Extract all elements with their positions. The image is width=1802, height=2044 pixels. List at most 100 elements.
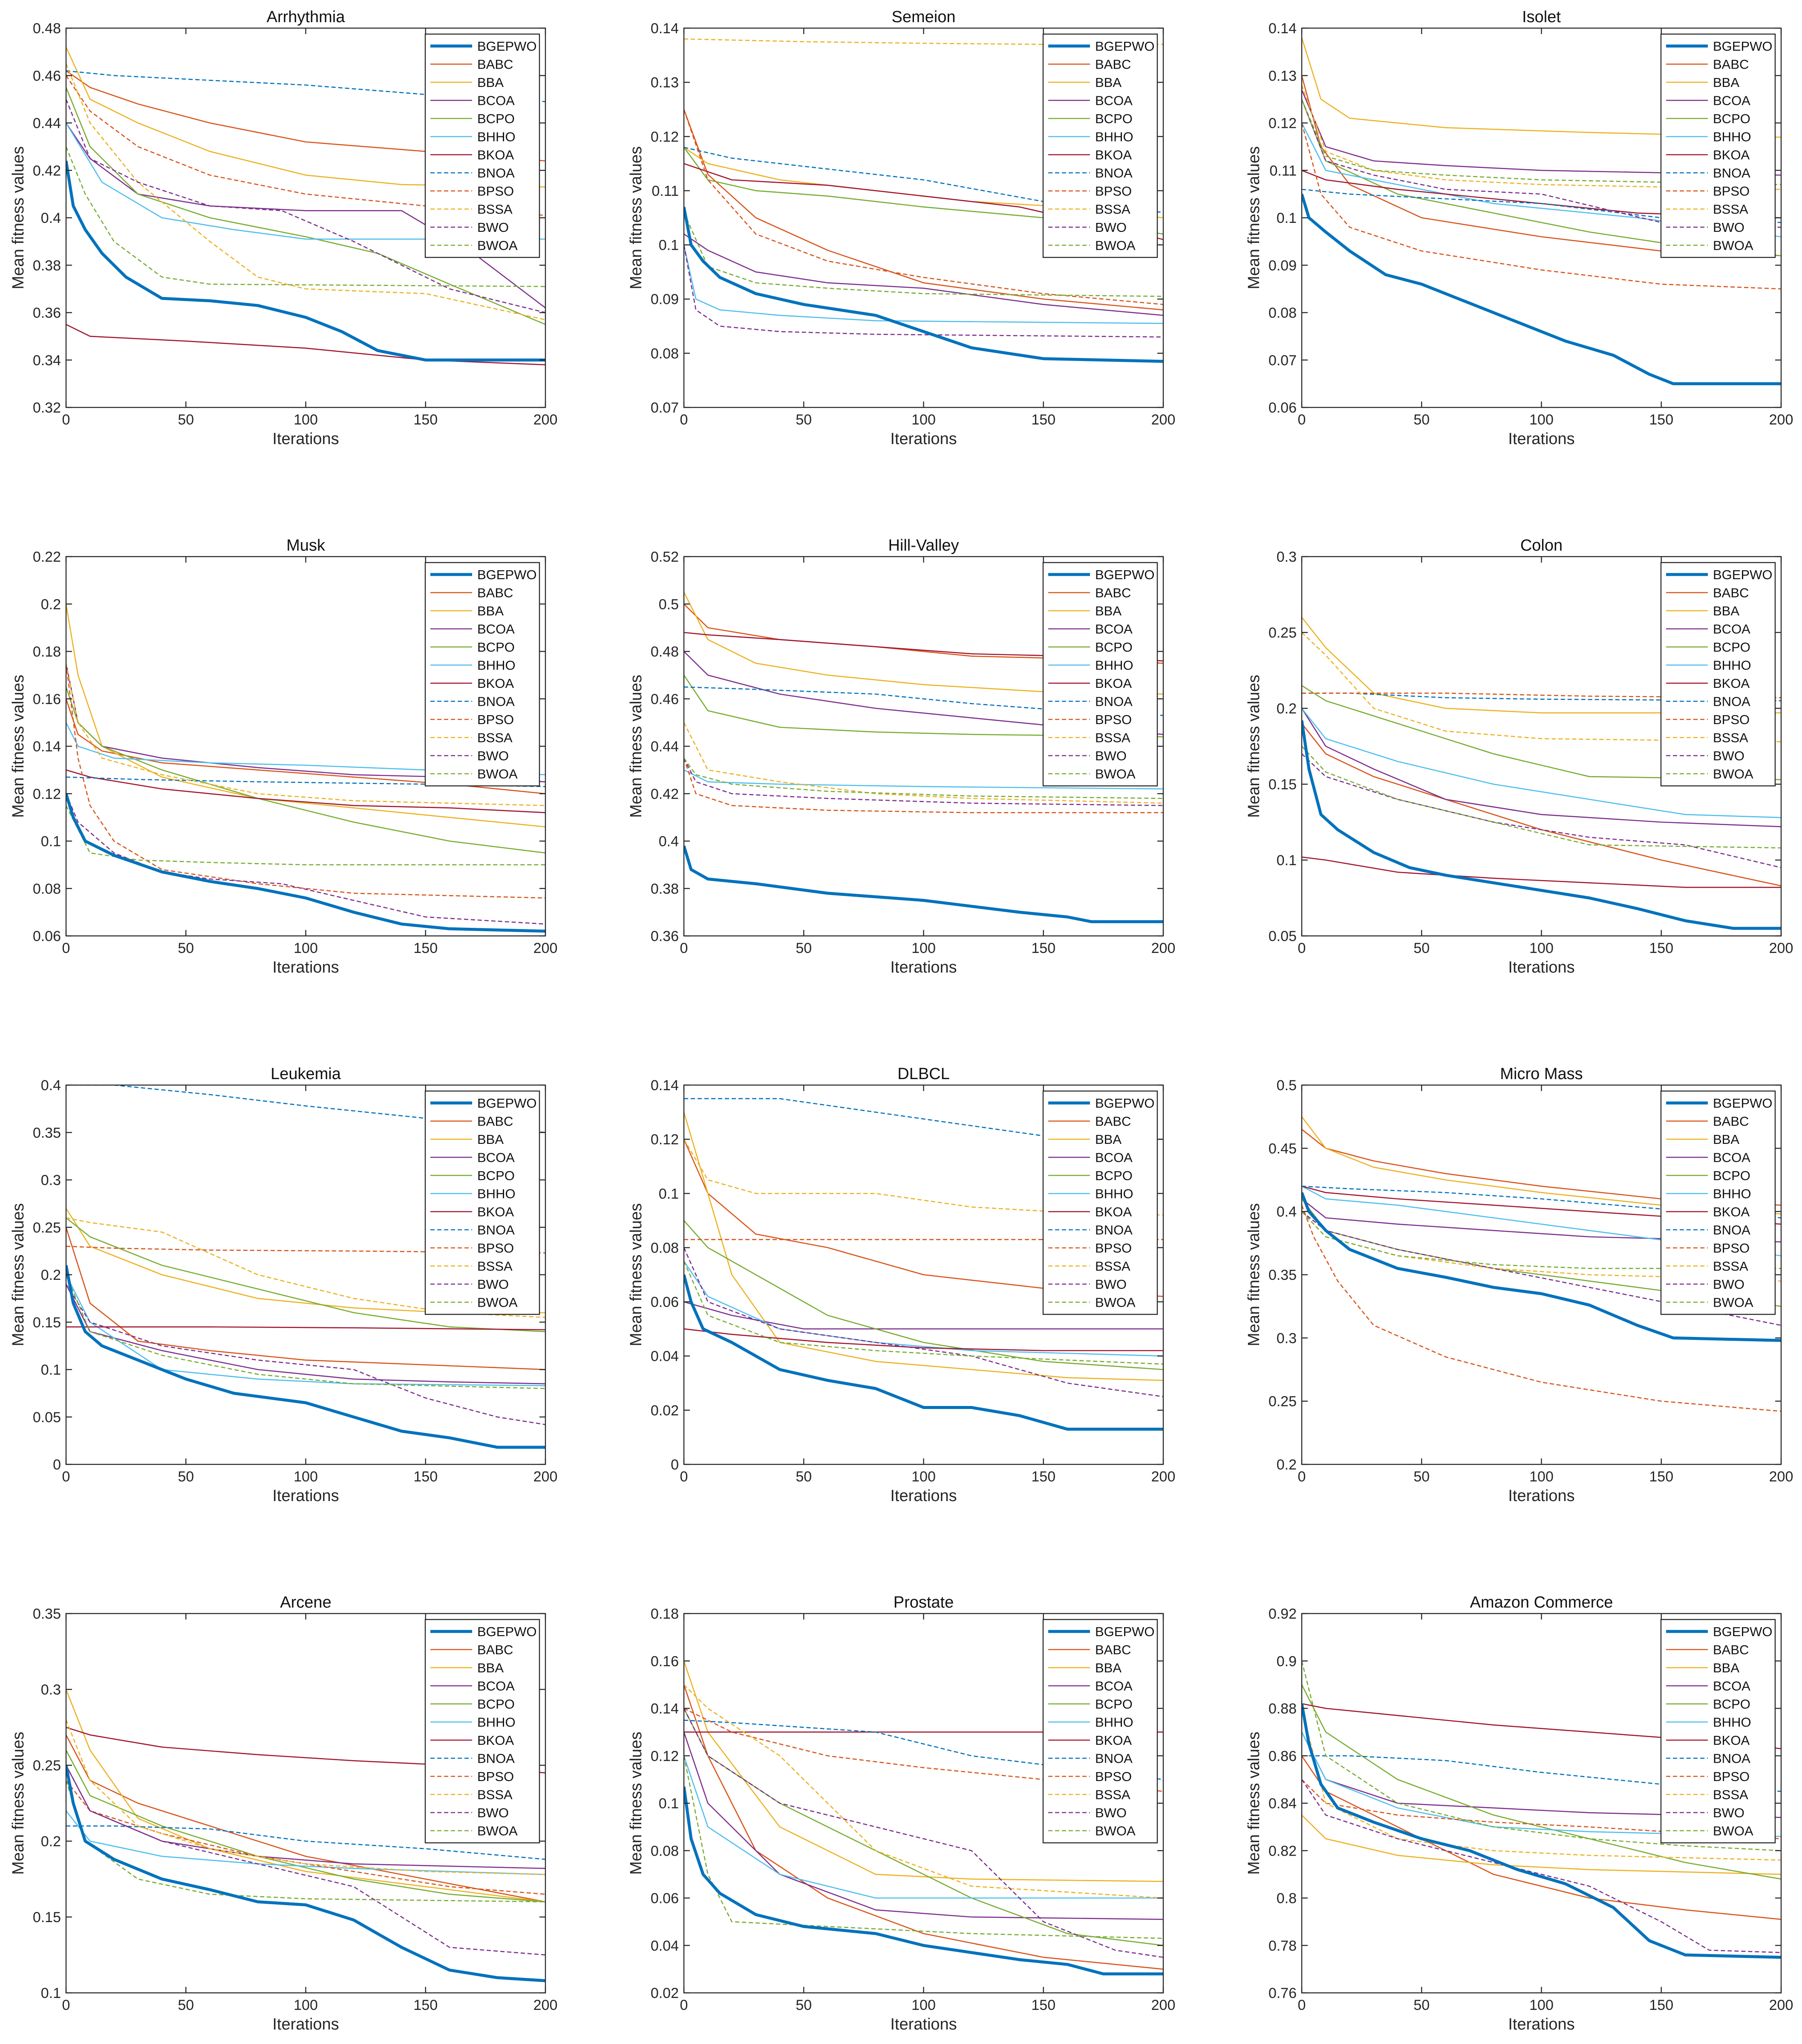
legend-label-bpso: BPSO: [477, 1769, 514, 1784]
y-tick-label: 0.78: [1269, 1938, 1297, 1954]
series-line-bhho: [684, 769, 1163, 790]
legend-label-bpso: BPSO: [477, 712, 514, 727]
y-tick-label: 0.04: [651, 1938, 679, 1954]
legend: BGEPWO BABC BBA BCOA BCPO BHHO BKOA BNOA BPSO BSS…: [1660, 33, 1776, 258]
x-tick-label: 200: [1151, 1997, 1176, 2013]
x-tick-label: 100: [911, 412, 936, 428]
y-tick-label: 0.45: [1269, 1140, 1297, 1157]
chart-isolet: Isolet 0 50 100 150 200 0.06 0.07 0.08 0.09 0.1 0.1…: [1245, 8, 1793, 448]
y-tick-label: 0.86: [1269, 1748, 1297, 1764]
legend-label-bba: BBA: [1095, 1660, 1122, 1675]
y-tick-label: 0.92: [1269, 1606, 1297, 1622]
series-lines: [66, 1085, 545, 1449]
y-tick-label: 0.2: [41, 596, 61, 612]
x-tick-label: 50: [796, 940, 812, 956]
y-tick-label: 0.3: [41, 1682, 61, 1698]
x-tick-label: 150: [1649, 1469, 1673, 1485]
y-tick-label: 0.48: [33, 20, 61, 37]
y-tick-label: 0.1: [41, 834, 61, 850]
x-axis-label: Iterations: [1508, 1487, 1574, 1505]
legend-label-bwo: BWO: [1713, 1277, 1744, 1292]
y-tick-label: 0.09: [651, 292, 679, 308]
legend-label-bwo: BWO: [477, 220, 509, 235]
y-tick-label: 0.14: [651, 1077, 679, 1094]
legend-label-bpso: BPSO: [1095, 1241, 1132, 1256]
legend-label-bcoa: BCOA: [477, 1150, 515, 1165]
legend-label-bwoa: BWOA: [1713, 1824, 1753, 1839]
series-line-bnoa: [684, 686, 1163, 716]
legend-label-bba: BBA: [1095, 1132, 1122, 1147]
y-tick-label: 0.2: [41, 1267, 61, 1283]
legend-label-bcpo: BCPO: [1095, 1168, 1133, 1183]
chart-title: Arrhythmia: [267, 8, 346, 26]
y-tick-label: 0.16: [651, 1653, 679, 1669]
legend-box: [1042, 1619, 1158, 1844]
series-line-bcpo: [66, 1217, 545, 1332]
y-tick-label: 0.08: [651, 346, 679, 362]
x-tick-label: 150: [1649, 412, 1673, 428]
y-tick-label: 0.4: [659, 834, 679, 850]
legend-label-bwoa: BWOA: [477, 767, 518, 782]
series-line-bcpo: [684, 675, 1163, 738]
y-tick-label: 0.48: [651, 644, 679, 660]
x-tick-label: 100: [911, 1997, 936, 2013]
y-tick-label: 0.76: [1269, 1985, 1297, 2001]
y-axis-label: Mean fitness values: [1245, 146, 1263, 289]
legend-label-bcoa: BCOA: [1095, 622, 1133, 637]
chart-micro-mass: Micro Mass 0 50 100 150 200 0.2 0.25 0.3 0.35 0.4 0…: [1245, 1065, 1793, 1505]
x-tick-label: 50: [796, 412, 812, 428]
y-tick-label: 0.12: [651, 1132, 679, 1148]
legend-label-bnoa: BNOA: [477, 166, 515, 181]
series-line-bgepwo: [66, 1265, 545, 1449]
x-tick-label: 50: [178, 940, 194, 956]
y-tick-label: 0.46: [651, 691, 679, 707]
series-line-bkoa: [684, 1328, 1163, 1351]
legend-label-bcpo: BCPO: [1713, 1697, 1750, 1712]
y-tick-label: 0.3: [41, 1172, 61, 1189]
y-tick-label: 0.25: [33, 1758, 61, 1774]
legend-label-babc: BABC: [1095, 586, 1131, 600]
y-tick-label: 0.1: [41, 1362, 61, 1378]
series-line-bssa: [66, 63, 545, 320]
x-tick-label: 100: [911, 1469, 936, 1485]
legend-label-babc: BABC: [1713, 1114, 1749, 1129]
y-axis-label: Mean fitness values: [1245, 1203, 1263, 1346]
legend-label-bcoa: BCOA: [477, 622, 515, 637]
legend-label-bssa: BSSA: [1713, 730, 1748, 745]
x-tick-label: 0: [1298, 1997, 1306, 2013]
y-tick-label: 0.05: [1269, 928, 1297, 944]
chart-dlbcl: DLBCL 0 50 100 150 200 0 0.02 0.04 0.06 0.08 0.1 0.1…: [627, 1065, 1175, 1505]
legend-label-bwoa: BWOA: [1095, 1295, 1136, 1310]
y-tick-label: 0: [53, 1457, 61, 1473]
legend-label-bnoa: BNOA: [1095, 1751, 1133, 1766]
series-line-babc: [684, 109, 1163, 311]
series-line-bnoa: [1302, 693, 1781, 702]
legend-label-bhho: BHHO: [1713, 130, 1751, 144]
x-tick-label: 0: [62, 1469, 70, 1485]
series-line-bgepwo: [684, 206, 1163, 363]
x-tick-label: 200: [1769, 1469, 1793, 1485]
legend-box: [424, 562, 540, 787]
series-line-bba: [66, 604, 545, 828]
series-line-bnoa: [1302, 1186, 1781, 1218]
legend-label-bba: BBA: [1713, 1132, 1739, 1147]
y-tick-label: 0.14: [651, 1701, 679, 1717]
legend: BGEPWO BABC BBA BCOA BCPO BHHO BKOA BNOA BPSO BSS…: [424, 1090, 540, 1315]
x-axis-label: Iterations: [272, 2015, 339, 2033]
y-tick-label: 0.05: [33, 1409, 61, 1426]
chart-prostate: Prostate 0 50 100 150 200 0.02 0.04 0.06 0.08 0.1 0…: [627, 1594, 1175, 2033]
y-tick-label: 0.08: [651, 1843, 679, 1859]
legend-label-bba: BBA: [1095, 75, 1122, 90]
series-line-bcpo: [66, 87, 545, 325]
x-tick-label: 200: [1769, 940, 1793, 956]
y-tick-label: 0.02: [651, 1985, 679, 2001]
legend-label-bgepwo: BGEPWO: [1713, 1624, 1773, 1639]
legend-label-bpso: BPSO: [477, 1241, 514, 1256]
series-line-bhho: [684, 1755, 1163, 1899]
legend-label-bssa: BSSA: [477, 1787, 513, 1802]
legend-label-bssa: BSSA: [1713, 1259, 1748, 1274]
series-line-bnoa: [1302, 189, 1781, 223]
legend-label-bba: BBA: [477, 1132, 504, 1147]
legend-label-bnoa: BNOA: [477, 1223, 515, 1238]
x-axis-label: Iterations: [890, 958, 957, 976]
